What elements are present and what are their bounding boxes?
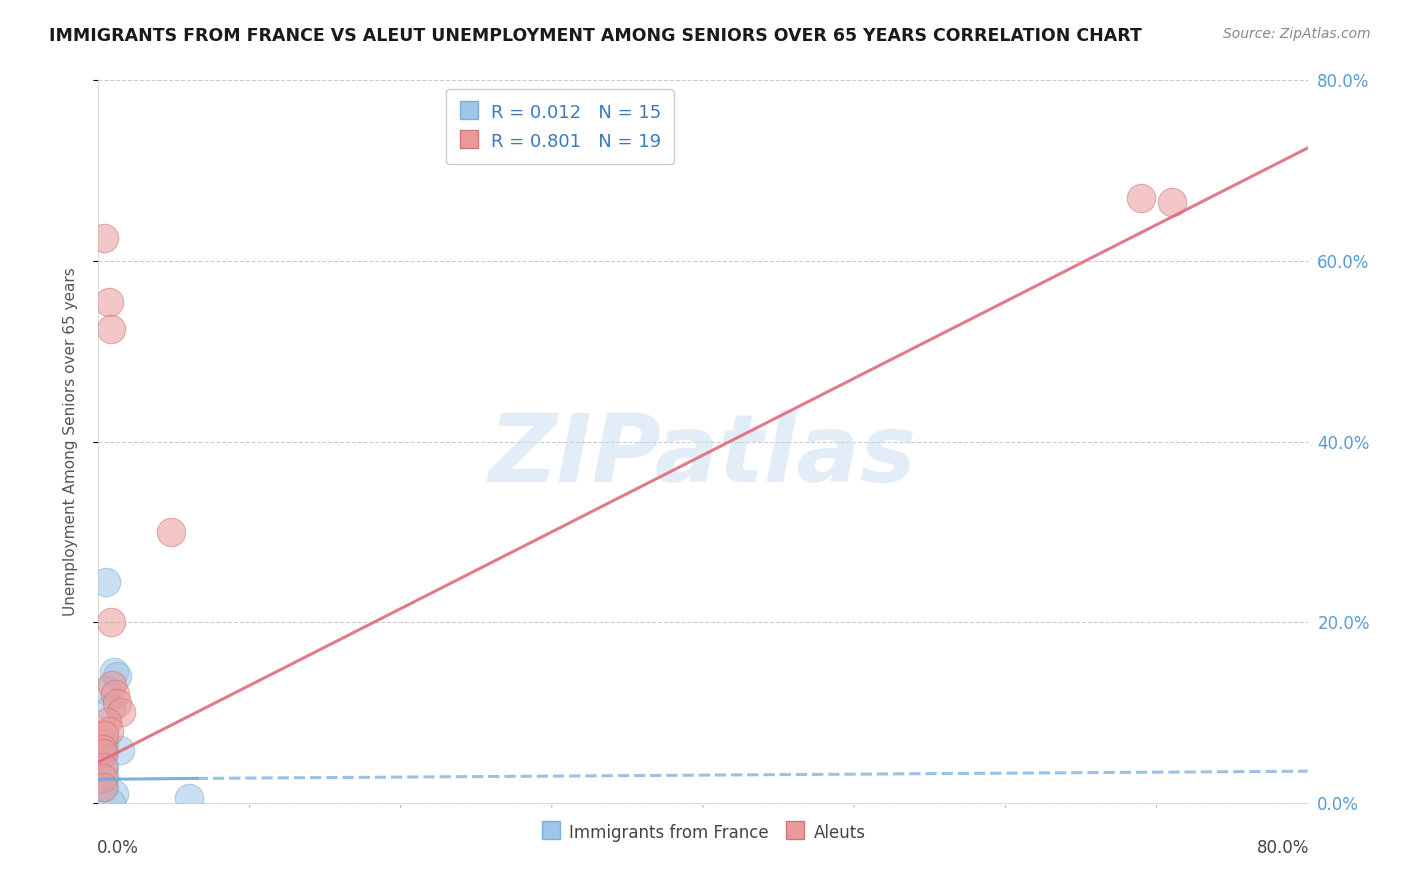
Point: [91, 780, 114, 794]
Point: [103, 665, 125, 679]
Text: 80.0%: 80.0%: [1257, 838, 1309, 857]
Point: [93, 737, 115, 751]
Point: [1130, 191, 1153, 205]
Point: [96, 714, 118, 729]
Point: [101, 678, 124, 692]
Point: [160, 524, 183, 539]
Point: [98, 723, 121, 738]
Point: [100, 615, 122, 630]
Point: [100, 796, 122, 810]
Point: [93, 231, 115, 245]
Point: [104, 687, 127, 701]
Point: [94, 574, 117, 589]
Text: IMMIGRANTS FROM FRANCE VS ALEUT UNEMPLOYMENT AMONG SENIORS OVER 65 YEARS CORRELA: IMMIGRANTS FROM FRANCE VS ALEUT UNEMPLOY…: [49, 27, 1142, 45]
Point: [100, 701, 122, 715]
Point: [103, 787, 125, 801]
Legend: Immigrants from France, Aleuts: Immigrants from France, Aleuts: [534, 816, 872, 848]
Point: [110, 706, 132, 720]
Point: [179, 791, 201, 805]
Point: [93, 769, 115, 783]
Y-axis label: Unemployment Among Seniors over 65 years: Unemployment Among Seniors over 65 years: [63, 268, 77, 615]
Point: [93, 728, 115, 742]
Point: [91, 741, 114, 756]
Point: [1160, 195, 1182, 210]
Text: 0.0%: 0.0%: [97, 838, 139, 857]
Point: [105, 669, 128, 683]
Text: Source: ZipAtlas.com: Source: ZipAtlas.com: [1223, 27, 1371, 41]
Point: [91, 760, 114, 774]
Point: [98, 294, 121, 309]
Point: [93, 746, 115, 760]
Point: [94, 682, 117, 697]
Text: ZIPatlas: ZIPatlas: [489, 410, 917, 502]
Point: [93, 728, 115, 742]
Point: [91, 746, 114, 760]
Point: [91, 771, 114, 785]
Point: [108, 743, 131, 757]
Point: [105, 697, 128, 711]
Point: [93, 760, 115, 774]
Point: [93, 780, 115, 794]
Point: [100, 321, 122, 335]
